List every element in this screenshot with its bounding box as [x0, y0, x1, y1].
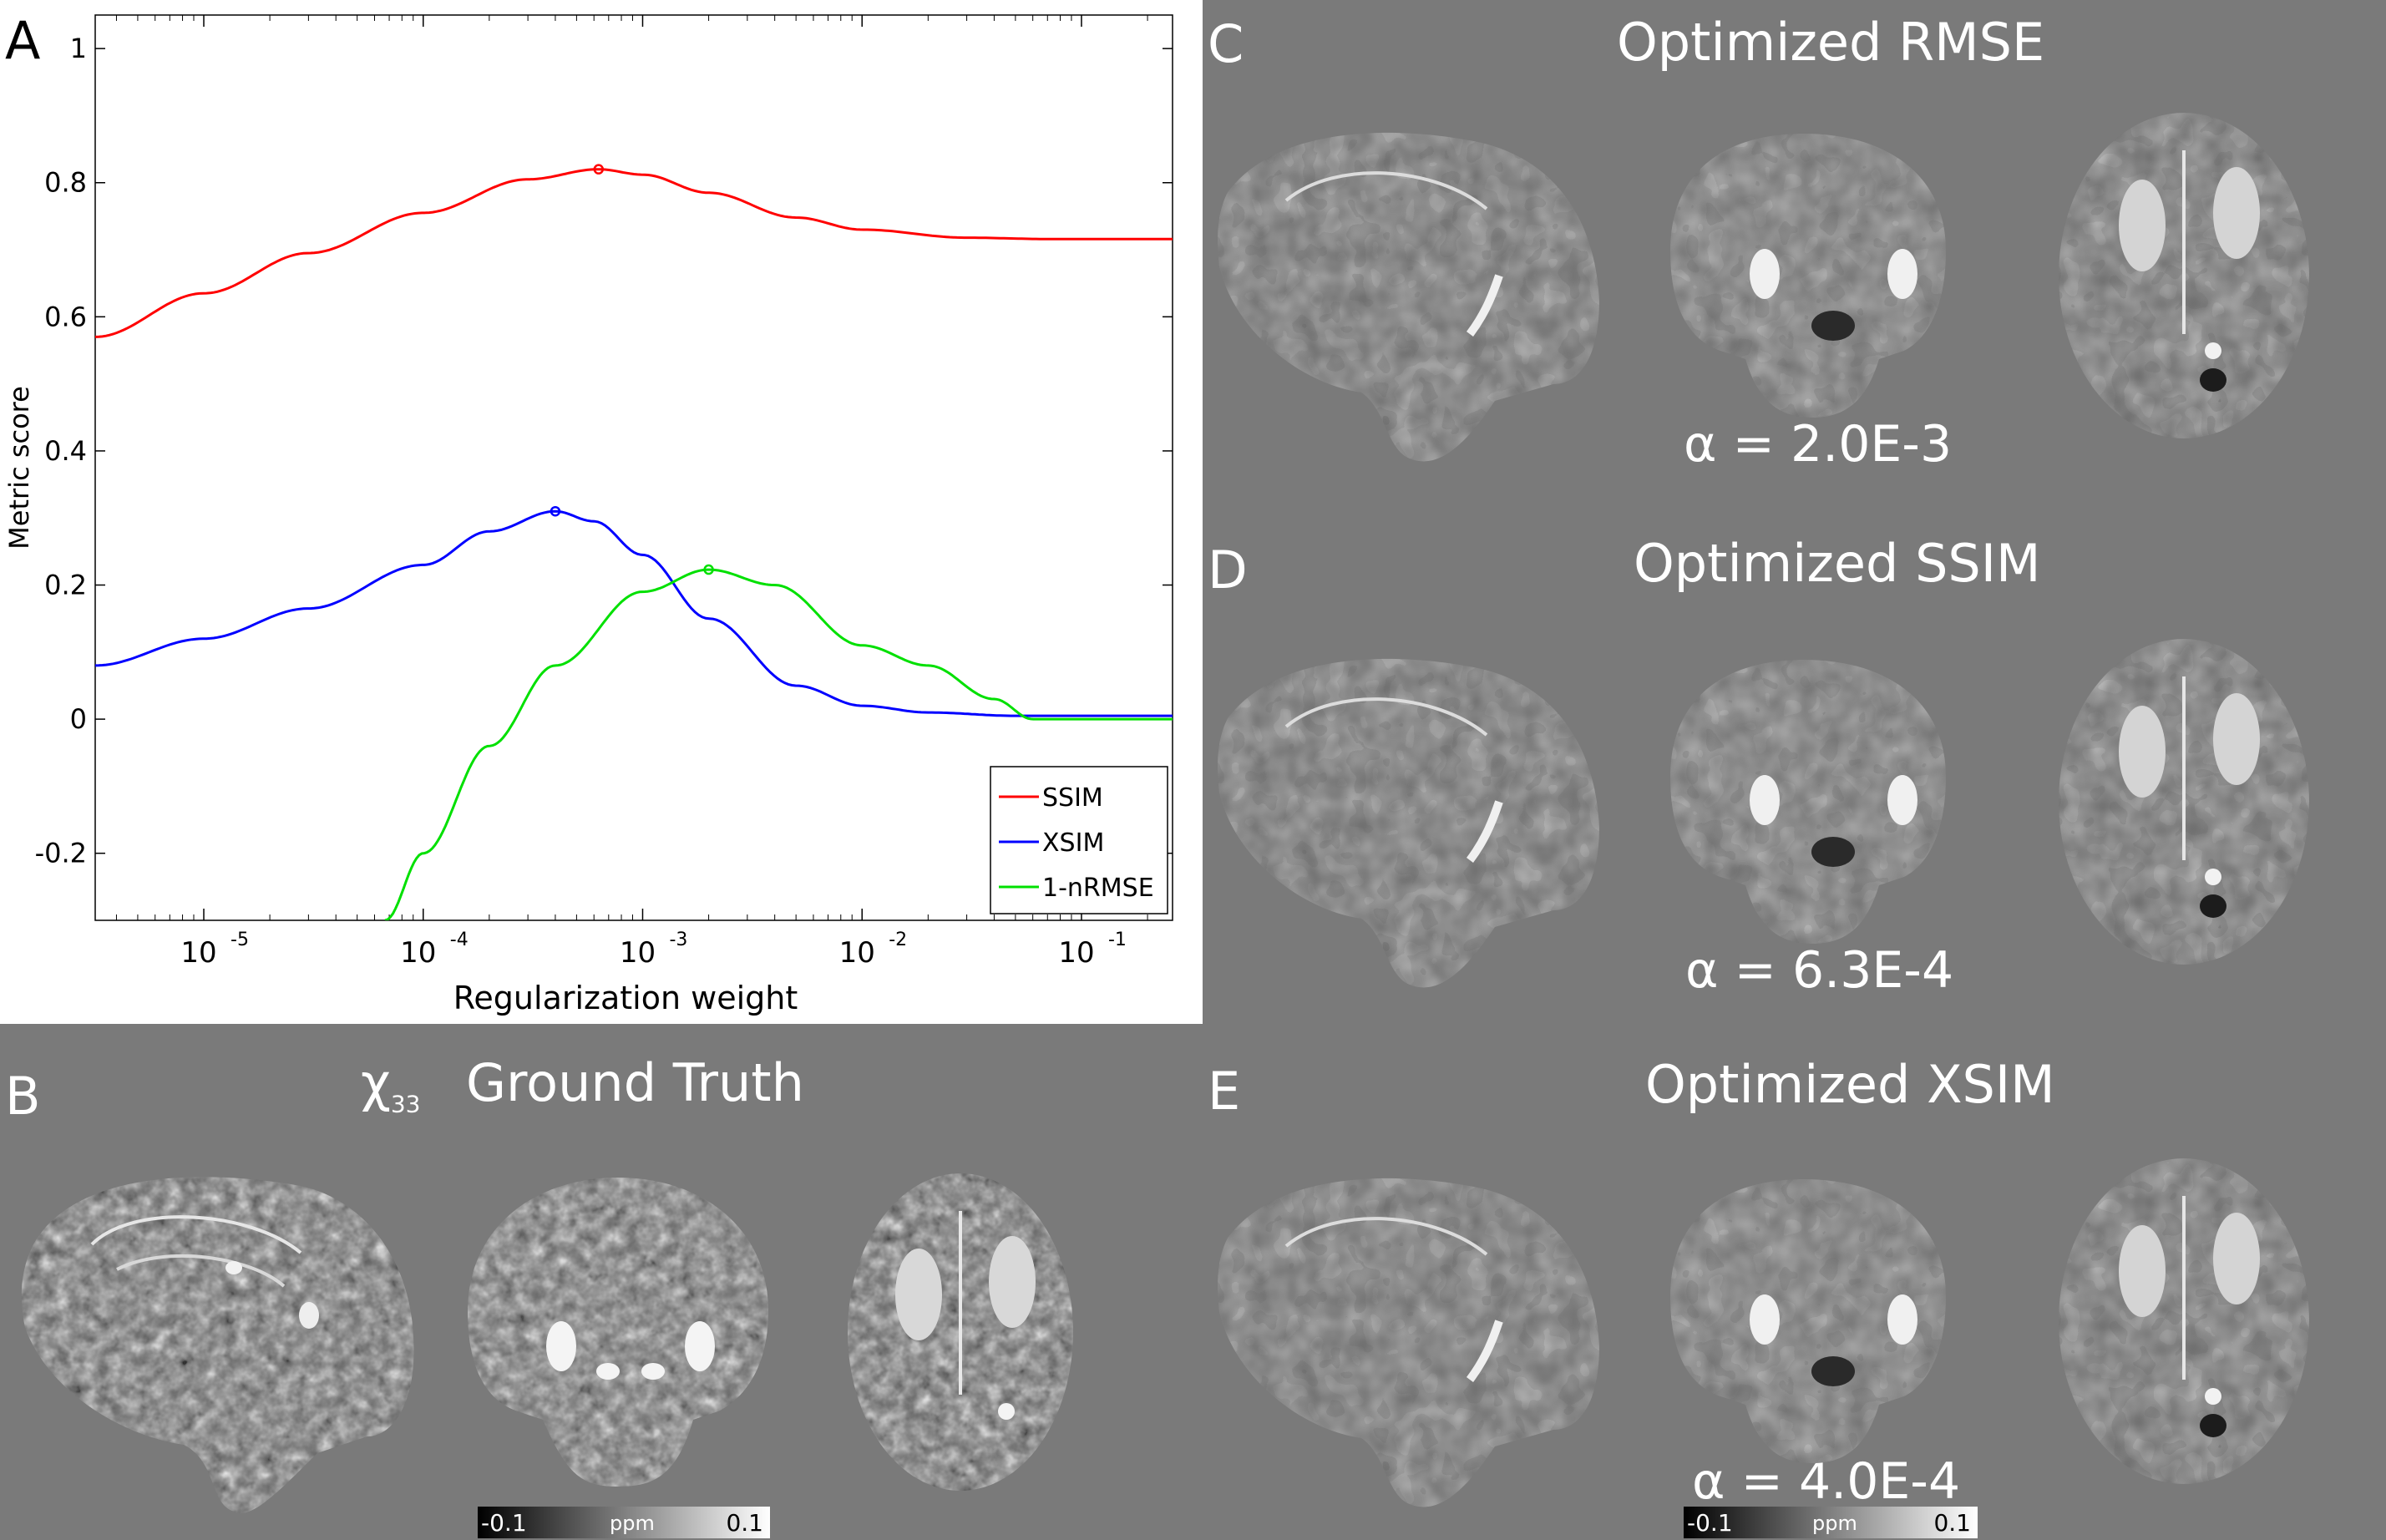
x-tick-exponent: -4: [450, 930, 469, 950]
chi-subscript: 33: [391, 1090, 421, 1117]
x-tick-label: 10: [400, 936, 436, 970]
x-tick-exponent: -2: [889, 930, 907, 950]
y-axis-label: Metric score: [3, 386, 35, 550]
recon-row-ssim: [1218, 639, 2309, 987]
x-tick-exponent: -5: [230, 930, 249, 950]
colorbar-min: -0.1: [481, 1510, 527, 1537]
metric-chart: -0.2 0 0.2 0.4 0.6 0.8 1 10 -5 10 -4 10 -3 10 -2 10 -1 Re…: [0, 0, 1203, 1024]
x-tick-exponent: -3: [669, 930, 687, 950]
x-tick-label: 10: [180, 936, 216, 970]
colorbar-ground-truth: -0.1 ppm 0.1: [478, 1507, 770, 1538]
ground-truth-images: [0, 1119, 1203, 1540]
y-tick-label: 0.6: [44, 301, 87, 332]
chart-panel: A -0.2 0 0.2 0.4 0.6 0.8 1 10 -5 10 -4 10 -3 10 -2 10 -1…: [0, 0, 1203, 1024]
y-tick-label: 0.4: [44, 435, 87, 467]
series-line-ssim: [95, 170, 1173, 337]
recon-row-xsim: [1218, 1158, 2309, 1507]
sagittal-slice: [22, 1177, 414, 1513]
series-line-xsim: [95, 511, 1173, 716]
ground-truth-title: Ground Truth: [466, 1057, 804, 1109]
axial-slice: [848, 1173, 1073, 1491]
x-tick-label: 10: [839, 936, 875, 970]
legend-label: 1-nRMSE: [1042, 874, 1154, 903]
colorbar-max: 0.1: [726, 1510, 763, 1537]
y-tick-label: 0.8: [44, 167, 87, 199]
panel-label-b: B: [5, 1071, 41, 1122]
y-tick-label: 0: [70, 703, 87, 735]
y-tick-label: 0.2: [44, 570, 87, 601]
legend-label: XSIM: [1042, 828, 1104, 858]
recon-row-rmse: [1218, 113, 2309, 461]
x-tick-label: 10: [620, 936, 656, 970]
coronal-slice: [468, 1178, 768, 1487]
y-tick-label: -0.2: [35, 838, 87, 869]
ground-truth-symbol: χ33: [361, 1057, 420, 1116]
x-axis-label: Regularization weight: [453, 980, 798, 1016]
colorbar-unit: ppm: [610, 1510, 655, 1537]
y-tick-label: 1: [70, 33, 87, 64]
x-tick-label: 10: [1058, 936, 1094, 970]
reconstruction-images: [1203, 0, 2386, 1540]
x-tick-exponent: -1: [1108, 930, 1127, 950]
legend-label: SSIM: [1042, 783, 1103, 813]
chi-symbol: χ: [361, 1052, 391, 1113]
